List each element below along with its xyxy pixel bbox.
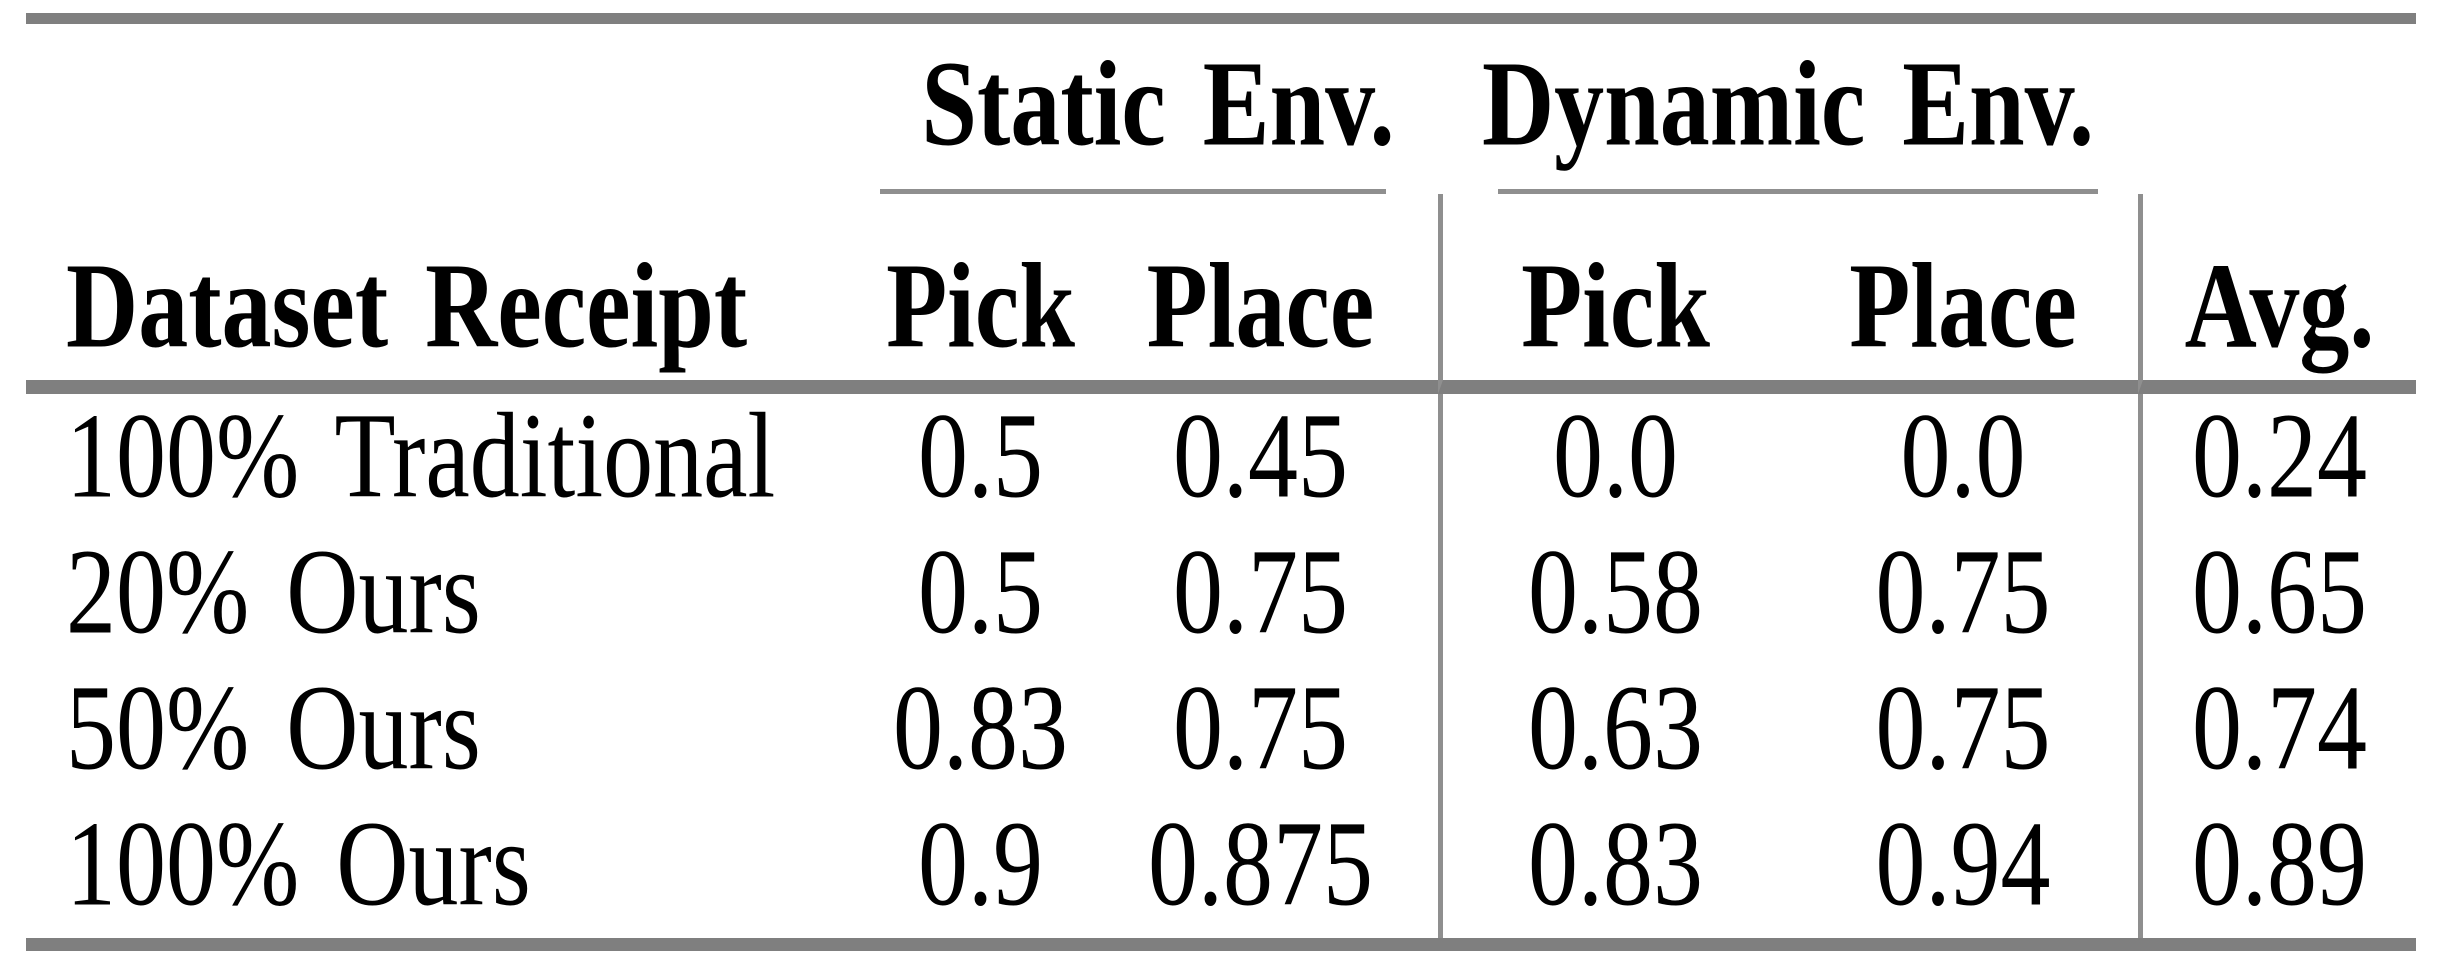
group-header-static-env-label: Static Env. (921, 35, 1395, 172)
cell-avg: 0.65 (2138, 530, 2416, 666)
cmidrule-dynamic (1498, 189, 2099, 194)
column-header-dynamic-place: Place (1788, 194, 2139, 394)
cell-dynamic-place: 0.94 (1875, 795, 2051, 932)
column-header-dataset-receipt: Dataset Receipt (26, 194, 878, 394)
row-label: 20% Ours (66, 523, 481, 660)
cell-static-pick: 0.83 (893, 659, 1068, 796)
cell-static-place: 0.45 (1173, 387, 1348, 524)
cell-dynamic-place: 0.75 (1875, 659, 2051, 796)
group-header-spacer (26, 24, 878, 194)
column-header-row: Dataset Receipt Pick Place Pick Place Av… (26, 194, 2417, 394)
cell-static-pick: 0.5 (918, 387, 1043, 524)
row-label: 100% Ours (66, 795, 531, 932)
table-row-100pct-traditional: 100% Traditional 0.5 0.45 0.0 0.0 0.24 (26, 394, 2416, 530)
group-header-dynamic-env: Dynamic Env. (1438, 24, 2138, 194)
group-header-spacer-avg (2138, 24, 2416, 194)
cell-static-place: 0.75 (1173, 659, 1348, 796)
group-header-dynamic-env-label: Dynamic Env. (1481, 35, 2095, 172)
cell-avg: 0.24 (2138, 394, 2416, 530)
cell-dynamic-pick: 0.83 (1438, 802, 1788, 938)
column-header-dynamic-pick: Pick (1438, 194, 1788, 394)
column-header-static-place: Place (1083, 194, 1438, 394)
cmidrule-static (880, 189, 1386, 194)
cell-static-pick: 0.5 (918, 523, 1043, 660)
cell-static-pick: 0.9 (918, 795, 1043, 932)
cell-dynamic-place: 0.0 (1900, 387, 2026, 524)
group-header-row: Static Env. Dynamic Env. (26, 24, 2416, 194)
table-row-50pct-ours: 50% Ours 0.83 0.75 0.63 0.75 0.74 (26, 666, 2416, 802)
cell-dynamic-place: 0.75 (1875, 523, 2051, 660)
column-header-static-pick: Pick (878, 194, 1083, 394)
row-label: 50% Ours (66, 659, 481, 796)
cell-static-place: 0.875 (1148, 795, 1373, 932)
table-row-20pct-ours: 20% Ours 0.5 0.75 0.58 0.75 0.65 (26, 530, 2416, 666)
cell-dynamic-pick: 0.0 (1438, 394, 1788, 530)
cell-dynamic-pick: 0.58 (1438, 530, 1788, 666)
cell-avg: 0.89 (2138, 802, 2416, 938)
row-label: 100% Traditional (66, 387, 776, 524)
cell-avg: 0.74 (2138, 666, 2416, 802)
group-header-static-env: Static Env. (878, 24, 1438, 194)
column-header-avg: Avg. (2138, 194, 2417, 394)
table-row-100pct-ours: 100% Ours 0.9 0.875 0.83 0.94 0.89 (26, 802, 2416, 938)
cell-static-place: 0.75 (1173, 523, 1348, 660)
cell-dynamic-pick: 0.63 (1438, 666, 1788, 802)
results-table: Static Env. Dynamic Env. Dataset Receipt… (26, 13, 2417, 951)
